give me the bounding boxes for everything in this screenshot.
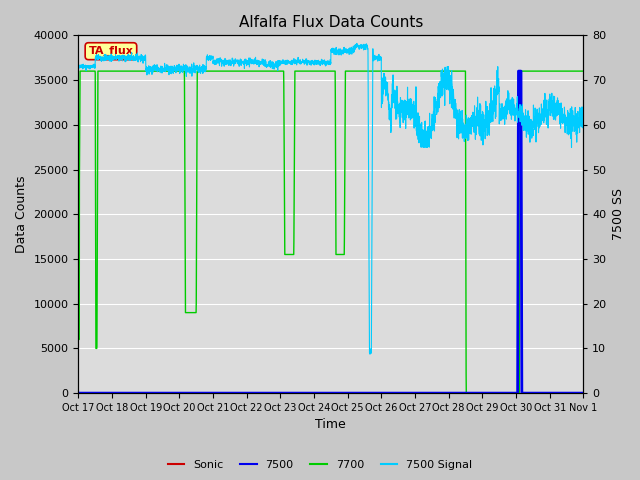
X-axis label: Time: Time xyxy=(316,419,346,432)
Y-axis label: 7500 SS: 7500 SS xyxy=(612,188,625,240)
Y-axis label: Data Counts: Data Counts xyxy=(15,176,28,253)
Legend: Sonic, 7500, 7700, 7500 Signal: Sonic, 7500, 7700, 7500 Signal xyxy=(163,456,477,474)
Text: TA_flux: TA_flux xyxy=(88,46,133,56)
Title: Alfalfa Flux Data Counts: Alfalfa Flux Data Counts xyxy=(239,15,423,30)
